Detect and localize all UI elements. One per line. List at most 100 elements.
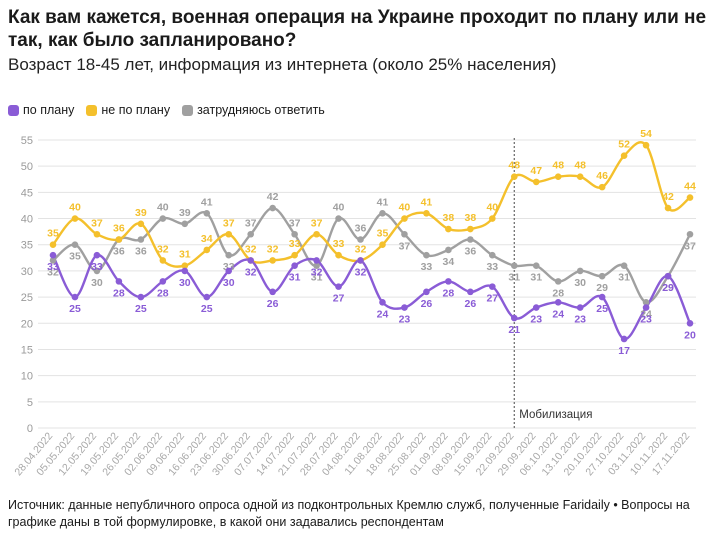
- data-label-2: 37: [399, 240, 411, 252]
- data-label-0: 23: [640, 314, 652, 326]
- y-tick-label: 5: [27, 397, 33, 409]
- data-point-1: [291, 251, 298, 259]
- data-label-2: 37: [684, 240, 696, 252]
- data-label-0: 31: [289, 272, 301, 284]
- data-label-1: 48: [508, 160, 520, 172]
- data-point-0: [335, 283, 342, 290]
- data-label-2: 29: [662, 282, 674, 294]
- data-label-2: 31: [618, 272, 630, 284]
- data-point-2: [225, 251, 233, 259]
- data-point-2: [620, 262, 628, 269]
- data-point-1: [664, 204, 672, 212]
- data-point-1: [445, 225, 452, 233]
- data-label-0: 27: [486, 293, 498, 305]
- y-tick-label: 0: [27, 423, 33, 435]
- data-point-0: [445, 278, 452, 285]
- data-point-1: [71, 215, 79, 222]
- data-point-2: [686, 230, 694, 238]
- data-label-0: 28: [443, 287, 455, 299]
- data-point-0: [93, 251, 101, 259]
- data-label-0: 32: [245, 266, 257, 278]
- data-point-2: [357, 236, 364, 243]
- data-label-2: 39: [179, 207, 191, 219]
- legend-item-0: по плану: [8, 103, 74, 117]
- data-point-0: [357, 257, 364, 264]
- data-label-1: 36: [113, 222, 125, 234]
- data-label-1: 37: [223, 217, 235, 229]
- data-label-2: 34: [443, 256, 455, 268]
- data-label-1: 47: [530, 165, 542, 177]
- data-point-2: [159, 215, 167, 222]
- data-point-2: [598, 272, 606, 280]
- data-label-0: 26: [465, 298, 477, 310]
- data-label-0: 26: [421, 298, 433, 310]
- data-label-1: 39: [135, 207, 147, 219]
- data-label-0: 23: [574, 314, 586, 326]
- y-tick-label: 25: [21, 292, 33, 304]
- data-label-2: 36: [355, 222, 367, 234]
- data-point-0: [510, 314, 518, 322]
- data-point-1: [313, 230, 320, 238]
- data-label-1: 42: [662, 191, 674, 203]
- data-point-0: [620, 335, 628, 343]
- data-label-0: 30: [223, 277, 235, 289]
- data-point-2: [510, 262, 518, 269]
- data-point-1: [181, 262, 189, 269]
- data-label-2: 31: [311, 272, 323, 284]
- data-label-2: 31: [508, 272, 520, 284]
- data-point-1: [576, 173, 584, 180]
- data-point-0: [576, 304, 584, 311]
- data-point-0: [401, 304, 408, 311]
- data-label-2: 36: [135, 245, 147, 257]
- data-label-1: 48: [574, 160, 586, 172]
- data-point-1: [203, 246, 211, 254]
- data-label-0: 25: [135, 303, 147, 315]
- data-point-1: [620, 152, 628, 160]
- data-point-2: [467, 236, 474, 243]
- data-point-0: [313, 257, 320, 264]
- data-point-2: [71, 241, 79, 249]
- data-label-2: 36: [113, 245, 125, 257]
- data-point-1: [686, 194, 694, 201]
- y-tick-label: 55: [21, 135, 33, 147]
- data-label-0: 33: [47, 261, 59, 273]
- data-label-1: 35: [377, 228, 389, 240]
- data-label-2: 31: [530, 272, 542, 284]
- y-tick-label: 40: [21, 214, 33, 226]
- data-label-0: 24: [552, 308, 564, 320]
- data-label-2: 32: [47, 266, 59, 278]
- data-label-1: 44: [684, 181, 696, 193]
- data-label-1: 38: [443, 212, 455, 224]
- data-label-0: 24: [377, 308, 389, 320]
- data-label-1: 32: [267, 243, 279, 255]
- data-point-1: [49, 241, 57, 249]
- data-point-2: [181, 220, 189, 228]
- data-point-2: [642, 299, 650, 306]
- data-point-0: [269, 288, 276, 296]
- data-point-1: [510, 173, 518, 180]
- data-label-1: 34: [201, 233, 213, 245]
- data-label-2: 30: [574, 277, 586, 289]
- data-label-2: 30: [91, 277, 103, 289]
- data-label-2: 40: [157, 202, 169, 214]
- data-point-0: [532, 304, 540, 311]
- data-label-1: 40: [399, 202, 411, 214]
- data-label-0: 17: [618, 345, 630, 357]
- data-label-0: 28: [157, 287, 169, 299]
- data-label-2: 41: [201, 196, 213, 208]
- data-point-0: [159, 278, 167, 285]
- data-label-0: 30: [179, 277, 191, 289]
- y-tick-label: 15: [21, 344, 33, 356]
- data-point-2: [445, 246, 452, 254]
- data-point-0: [71, 293, 79, 301]
- data-label-1: 35: [47, 228, 59, 240]
- data-point-1: [642, 141, 650, 149]
- data-point-2: [576, 267, 584, 275]
- data-point-1: [159, 257, 167, 264]
- data-point-2: [401, 230, 408, 238]
- data-point-0: [598, 293, 606, 301]
- data-label-1: 37: [91, 217, 103, 229]
- data-label-2: 40: [333, 202, 345, 214]
- data-point-2: [313, 262, 320, 269]
- data-point-0: [115, 278, 123, 285]
